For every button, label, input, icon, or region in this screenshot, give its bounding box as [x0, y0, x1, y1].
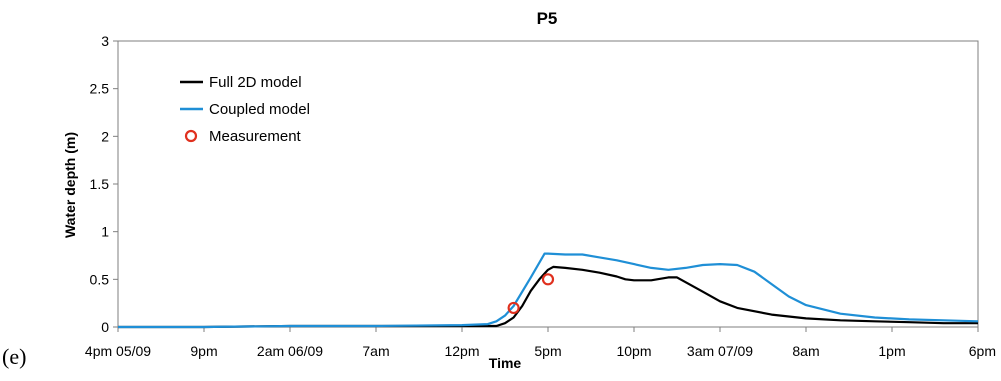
y-tick-label: 2.5 [90, 81, 110, 97]
x-tick-label: 12pm [444, 343, 479, 359]
x-tick-label: 2am 06/09 [257, 343, 323, 359]
x-tick-label: 4pm 05/09 [85, 343, 151, 359]
x-tick-label: 3am 07/09 [687, 343, 753, 359]
y-tick-label: 1 [101, 224, 109, 240]
y-tick-label: 0.5 [90, 271, 110, 287]
measurement-point [507, 301, 520, 315]
x-tick-label: 6pm [969, 343, 996, 359]
x-axis-label: Time [489, 355, 522, 371]
x-tick-label: 1pm [878, 343, 905, 359]
measurement-point [541, 273, 555, 286]
legend-label-full-2d-model: Full 2D model [209, 74, 302, 91]
legend: Full 2D model Coupled model Measurement [180, 74, 310, 145]
legend-label-measurement: Measurement [209, 128, 302, 145]
y-axis-label: Water depth (m) [62, 132, 78, 238]
series-layer [118, 252, 979, 329]
chart-title: P5 [537, 9, 558, 28]
x-tick-label: 5pm [534, 343, 561, 359]
y-axis-ticks: 0 0.5 1 1.5 2 2.5 3 [90, 33, 118, 335]
x-tick-label: 8am [792, 343, 819, 359]
y-tick-label: 2 [101, 128, 109, 144]
coupled-model-line [118, 252, 979, 329]
y-tick-label: 3 [101, 33, 109, 49]
y-tick-label: 0 [101, 319, 109, 335]
x-tick-label: 7am [362, 343, 389, 359]
y-tick-label: 1.5 [90, 176, 110, 192]
legend-swatch-measurement [184, 129, 198, 143]
x-tick-label: 9pm [190, 343, 217, 359]
panel-label: (e) [2, 344, 26, 369]
x-axis-ticks: 4pm 05/09 9pm 2am 06/09 7am 12pm 5pm 10pm 3am 0… [85, 327, 996, 359]
x-tick-label: 10pm [616, 343, 651, 359]
full-2d-model-line [118, 265, 978, 329]
legend-label-coupled-model: Coupled model [209, 101, 310, 118]
